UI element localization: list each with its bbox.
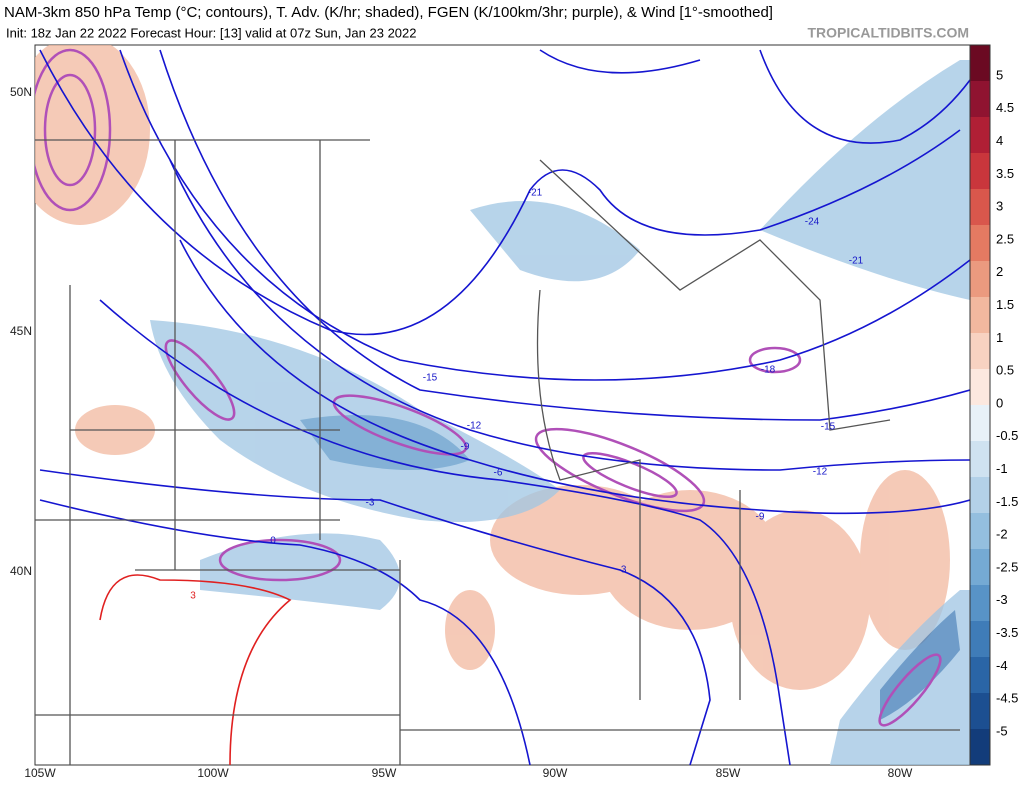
colorbar-label: -1 xyxy=(996,461,1008,476)
contour-label: -15 xyxy=(423,373,438,384)
cold-advection xyxy=(150,60,970,765)
colorbar-swatch xyxy=(970,153,990,190)
warm-contour xyxy=(99,574,292,765)
colorbar-swatch xyxy=(970,513,990,550)
contour-label: -12 xyxy=(813,467,828,478)
colorbar-label: -0.5 xyxy=(996,428,1018,443)
colorbar-label: -3 xyxy=(996,592,1008,607)
longitude-label: 90W xyxy=(543,766,568,780)
axis-labels: 105W 100W 95W 90W 85W 80W 50N 45N 40N xyxy=(10,85,913,780)
contour-label: 3 xyxy=(190,591,196,602)
colorbar-swatch xyxy=(970,369,990,406)
longitude-label: 105W xyxy=(24,766,56,780)
colorbar-label: -5 xyxy=(996,723,1008,738)
latitude-label: 50N xyxy=(10,85,32,99)
colorbar-swatch xyxy=(970,441,990,478)
contour-label: -12 xyxy=(467,421,482,432)
title: NAM-3km 850 hPa Temp (°C; contours), T. … xyxy=(4,4,773,21)
contour-label: -24 xyxy=(805,217,820,228)
temperature-contours xyxy=(39,49,970,765)
colorbar-swatch xyxy=(970,657,990,694)
colorbar-swatch xyxy=(970,117,990,154)
latitude-label: 45N xyxy=(10,324,32,338)
contour-label: -9 xyxy=(756,512,765,523)
watermark: TROPICALTIDBITS.COM xyxy=(807,25,969,41)
colorbar-label: 3.5 xyxy=(996,166,1014,181)
colorbar-swatch xyxy=(970,549,990,586)
colorbar-label: 0 xyxy=(996,395,1003,410)
colorbar-swatch xyxy=(970,261,990,298)
colorbar-swatch xyxy=(970,189,990,226)
longitude-label: 100W xyxy=(197,766,229,780)
colorbar-swatch xyxy=(970,405,990,442)
colorbar-swatch xyxy=(970,621,990,658)
map-area: -21 -24 -21 -18 -15 -15 -12 -9 -6 -3 0 -… xyxy=(34,44,971,766)
colorbar-swatch xyxy=(970,45,990,82)
colorbar-swatch xyxy=(970,333,990,370)
colorbar-label: -4.5 xyxy=(996,691,1018,706)
latitude-label: 40N xyxy=(10,564,32,578)
contour-label: -3 xyxy=(618,565,627,576)
colorbar-label: 2 xyxy=(996,264,1003,279)
contour-label: -6 xyxy=(494,468,503,479)
colorbar-swatch xyxy=(970,693,990,730)
colorbar-label: -2.5 xyxy=(996,559,1018,574)
colorbar-swatch xyxy=(970,225,990,262)
colorbar-label: -1.5 xyxy=(996,494,1018,509)
colorbar-label: 4 xyxy=(996,133,1003,148)
colorbar-swatch xyxy=(970,81,990,118)
warm-advection xyxy=(35,45,950,690)
colorbar-label: 5 xyxy=(996,67,1003,82)
colorbar-label: 2.5 xyxy=(996,231,1014,246)
colorbar-label: -2 xyxy=(996,527,1008,542)
colorbar-swatch xyxy=(970,477,990,514)
contour-label: -9 xyxy=(461,442,470,453)
colorbar-frame xyxy=(969,44,991,766)
colorbar-label: 4.5 xyxy=(996,100,1014,115)
contour-label: 0 xyxy=(270,536,276,547)
colorbar-label: -3.5 xyxy=(996,625,1018,640)
colorbar-label: 0.5 xyxy=(996,363,1014,378)
contour-label: -15 xyxy=(821,422,836,433)
colorbar-label: 1.5 xyxy=(996,297,1014,312)
longitude-label: 85W xyxy=(716,766,741,780)
longitude-label: 80W xyxy=(888,766,913,780)
colorbar-swatch xyxy=(970,585,990,622)
colorbar-label: 3 xyxy=(996,199,1003,214)
colorbar-swatch xyxy=(970,297,990,334)
contour-label: -18 xyxy=(761,365,776,376)
state-borders xyxy=(35,139,960,765)
colorbar: 5 4.5 4 3.5 3 2.5 2 1.5 1 0.5 0 -0.5 -1 -1.5 -2 -2.5 -3 -… xyxy=(969,44,1018,766)
subtitle: Init: 18z Jan 22 2022 Forecast Hour: [13… xyxy=(6,25,416,40)
longitude-label: 95W xyxy=(372,766,397,780)
colorbar-label: 1 xyxy=(996,330,1003,345)
contour-label: -3 xyxy=(366,498,375,509)
contour-label: -21 xyxy=(849,256,864,267)
colorbar-label: -4 xyxy=(996,658,1008,673)
colorbar-swatch xyxy=(970,729,990,766)
contour-label: -21 xyxy=(528,188,543,199)
